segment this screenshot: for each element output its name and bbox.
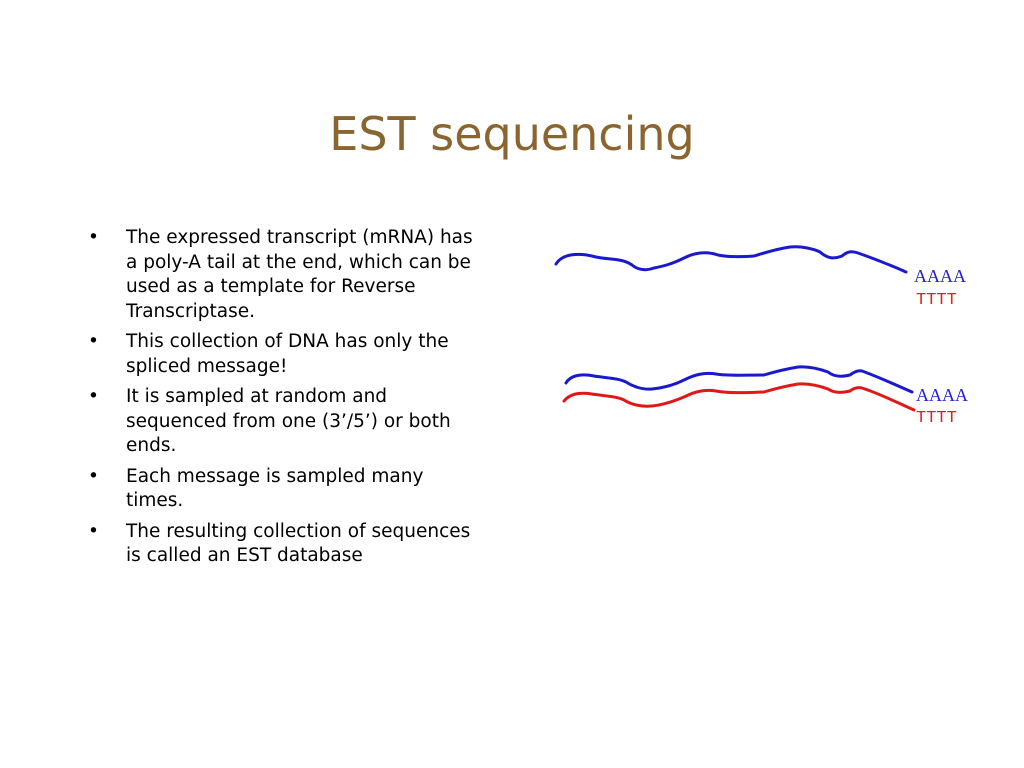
bullet-marker: • — [88, 227, 99, 248]
slide-title: EST sequencing — [329, 107, 695, 161]
poly-t-label-bottom: TTTT — [916, 409, 957, 428]
bullet-text: Each message is sampled many times. — [126, 465, 424, 512]
cdna-strand-template — [564, 365, 914, 394]
cdna-strand-copy — [562, 382, 916, 412]
bullet-list: • The expressed transcript (mRNA) has a … — [88, 226, 478, 575]
bullet-item: • Each message is sampled many times. — [88, 465, 478, 514]
bullet-text: The expressed transcript (mRNA) has a po… — [126, 227, 473, 322]
bullet-text: The resulting collection of sequences is… — [126, 520, 471, 567]
mrna-strand — [554, 245, 908, 274]
bullet-text: This collection of DNA has only the spli… — [126, 331, 449, 377]
bullet-item: • This collection of DNA has only the sp… — [88, 330, 478, 379]
poly-a-label-top: AAAA — [914, 266, 966, 286]
bullet-marker: • — [88, 465, 99, 487]
bullet-marker: • — [88, 386, 99, 407]
bullet-text: It is sampled at random and sequenced fr… — [126, 386, 451, 456]
poly-a-label-bottom: AAAA — [916, 385, 968, 405]
bullet-marker: • — [88, 331, 99, 352]
bullet-item: • The expressed transcript (mRNA) has a … — [88, 226, 478, 324]
bullet-item: • It is sampled at random and sequenced … — [88, 385, 478, 459]
poly-t-label-top: TTTT — [916, 291, 957, 310]
bullet-item: • The resulting collection of sequences … — [88, 520, 478, 569]
bullet-marker: • — [88, 520, 99, 542]
